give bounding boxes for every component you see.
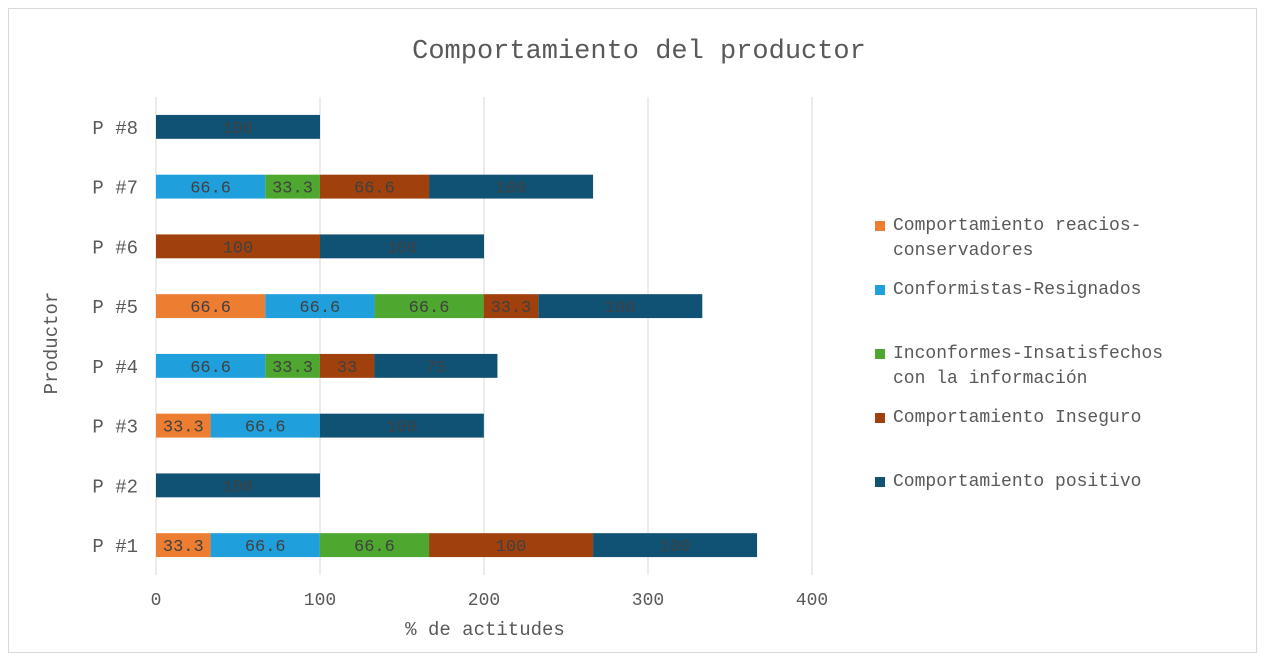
legend-swatch-0	[875, 221, 885, 231]
data-labels: 33.3 66.6 66.6 100 100 100 33.3 66.6 100 66.6 33.3…	[163, 120, 690, 557]
data-label-3-1: 66.6	[190, 359, 231, 378]
x-tick-label-0: 0	[151, 591, 162, 611]
legend-label-0-0: Comportamiento reacios-	[893, 216, 1141, 236]
y-category-label-7: P #8	[92, 118, 138, 140]
gridlines	[155, 97, 813, 575]
legend: Comportamiento reacios-conservadores Conf…	[875, 216, 1163, 492]
bar-segment-6-2	[265, 174, 320, 199]
bar-segment-1-4	[156, 473, 320, 498]
chart-frame: Comportamiento del productor 33.3 66.6 66.…	[8, 8, 1257, 653]
bar-segment-2-1	[210, 413, 320, 438]
data-label-0-3: 100	[496, 538, 527, 557]
bar-segment-3-3	[319, 353, 375, 378]
data-label-5-4: 100	[387, 239, 418, 258]
legend-swatch-3	[875, 413, 885, 423]
data-label-1-4: 100	[223, 478, 254, 497]
bar-segment-0-1	[210, 533, 320, 558]
data-label-4-3: 33.3	[491, 299, 532, 318]
x-tick-label-3: 300	[632, 591, 664, 611]
data-label-0-0: 33.3	[163, 538, 204, 557]
data-label-2-4: 100	[387, 419, 418, 438]
bar-segment-6-3	[319, 174, 430, 199]
legend-label-3-0: Comportamiento Inseguro	[893, 408, 1141, 428]
bar-segment-4-1	[265, 294, 375, 319]
data-label-7-4: 100	[223, 120, 254, 139]
x-axis-ticks: 0 100 200 300 400	[151, 591, 829, 611]
legend-swatch-1	[875, 285, 885, 295]
bar-segment-2-0	[156, 413, 211, 438]
legend-swatch-2	[875, 349, 885, 359]
data-label-4-4: 100	[605, 299, 636, 318]
data-label-0-1: 66.6	[245, 538, 286, 557]
data-label-3-4: 75	[426, 359, 446, 378]
bar-segment-6-1	[156, 174, 266, 199]
data-label-2-0: 33.3	[163, 419, 204, 438]
bar-segment-3-4	[374, 353, 498, 378]
bar-segment-4-3	[483, 294, 539, 319]
bar-segment-6-4	[429, 174, 594, 199]
data-label-4-1: 66.6	[299, 299, 340, 318]
y-category-label-2: P #3	[92, 417, 138, 439]
bar-segment-4-0	[156, 294, 266, 319]
data-label-0-4: 100	[660, 538, 691, 557]
legend-label-2-0: Inconformes-Insatisfechos	[893, 344, 1163, 364]
data-label-3-2: 33.3	[272, 359, 313, 378]
x-tick-label-4: 400	[796, 591, 828, 611]
legend-swatch-4	[875, 477, 885, 487]
legend-label-1-0: Conformistas-Resignados	[893, 280, 1141, 300]
y-category-label-5: P #6	[92, 237, 138, 259]
bar-segment-0-0	[156, 533, 211, 558]
data-label-4-2: 66.6	[409, 299, 450, 318]
legend-label-0-1: conservadores	[893, 241, 1033, 261]
legend-label-4-0: Comportamiento positivo	[893, 472, 1141, 492]
stacked-bar-chart: Comportamiento del productor 33.3 66.6 66.…	[41, 37, 1163, 641]
data-label-4-0: 66.6	[190, 299, 231, 318]
bar-segment-0-2	[319, 533, 430, 558]
bar-segment-4-2	[374, 294, 484, 319]
data-label-6-1: 66.6	[190, 180, 231, 199]
x-tick-label-1: 100	[304, 591, 336, 611]
bar-segment-2-4	[319, 413, 484, 438]
y-category-label-4: P #5	[92, 297, 138, 319]
y-category-label-1: P #2	[92, 476, 138, 498]
chart-title: Comportamiento del productor	[412, 37, 866, 67]
y-category-label-0: P #1	[92, 536, 138, 558]
data-label-0-2: 66.6	[354, 538, 395, 557]
bar-segment-3-2	[265, 353, 320, 378]
x-axis-title: % de actitudes	[405, 619, 565, 641]
bar-segment-0-3	[429, 533, 594, 558]
data-label-5-3: 100	[223, 239, 254, 258]
data-label-3-3: 33	[337, 359, 357, 378]
bar-segment-3-1	[156, 353, 266, 378]
data-label-2-1: 66.6	[245, 419, 286, 438]
data-label-6-3: 66.6	[354, 180, 395, 199]
data-label-6-2: 33.3	[272, 180, 313, 199]
x-tick-label-2: 200	[468, 591, 500, 611]
bar-segment-5-3	[156, 234, 320, 259]
bar-segment-5-4	[320, 234, 484, 259]
data-label-6-4: 100	[496, 180, 527, 199]
bar-segment-4-4	[538, 294, 703, 319]
bar-segment-7-4	[156, 114, 320, 139]
legend-label-2-1: con la información	[893, 369, 1087, 389]
y-axis-categories: P #1 P #2 P #3 P #4 P #5 P #6 P #7 P #8	[92, 118, 138, 558]
y-category-label-3: P #4	[92, 357, 138, 379]
bar-segment-0-4	[593, 533, 758, 558]
y-category-label-6: P #7	[92, 178, 138, 200]
y-axis-title: Productor	[41, 292, 63, 395]
bars	[156, 114, 758, 558]
